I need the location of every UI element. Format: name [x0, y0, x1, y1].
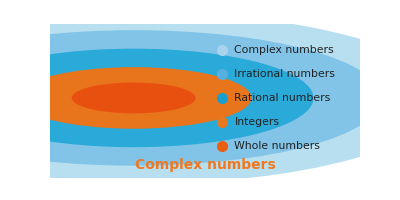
Ellipse shape — [16, 67, 252, 129]
Ellipse shape — [0, 30, 382, 166]
Text: Complex numbers: Complex numbers — [234, 45, 334, 55]
Ellipse shape — [0, 49, 314, 147]
Ellipse shape — [0, 12, 400, 184]
Text: Whole numbers: Whole numbers — [234, 141, 320, 151]
Text: Irrational numbers: Irrational numbers — [234, 69, 335, 79]
Text: Integers: Integers — [234, 117, 280, 127]
Text: Rational numbers: Rational numbers — [234, 93, 331, 103]
Ellipse shape — [72, 83, 196, 113]
Text: Complex numbers: Complex numbers — [135, 158, 275, 172]
